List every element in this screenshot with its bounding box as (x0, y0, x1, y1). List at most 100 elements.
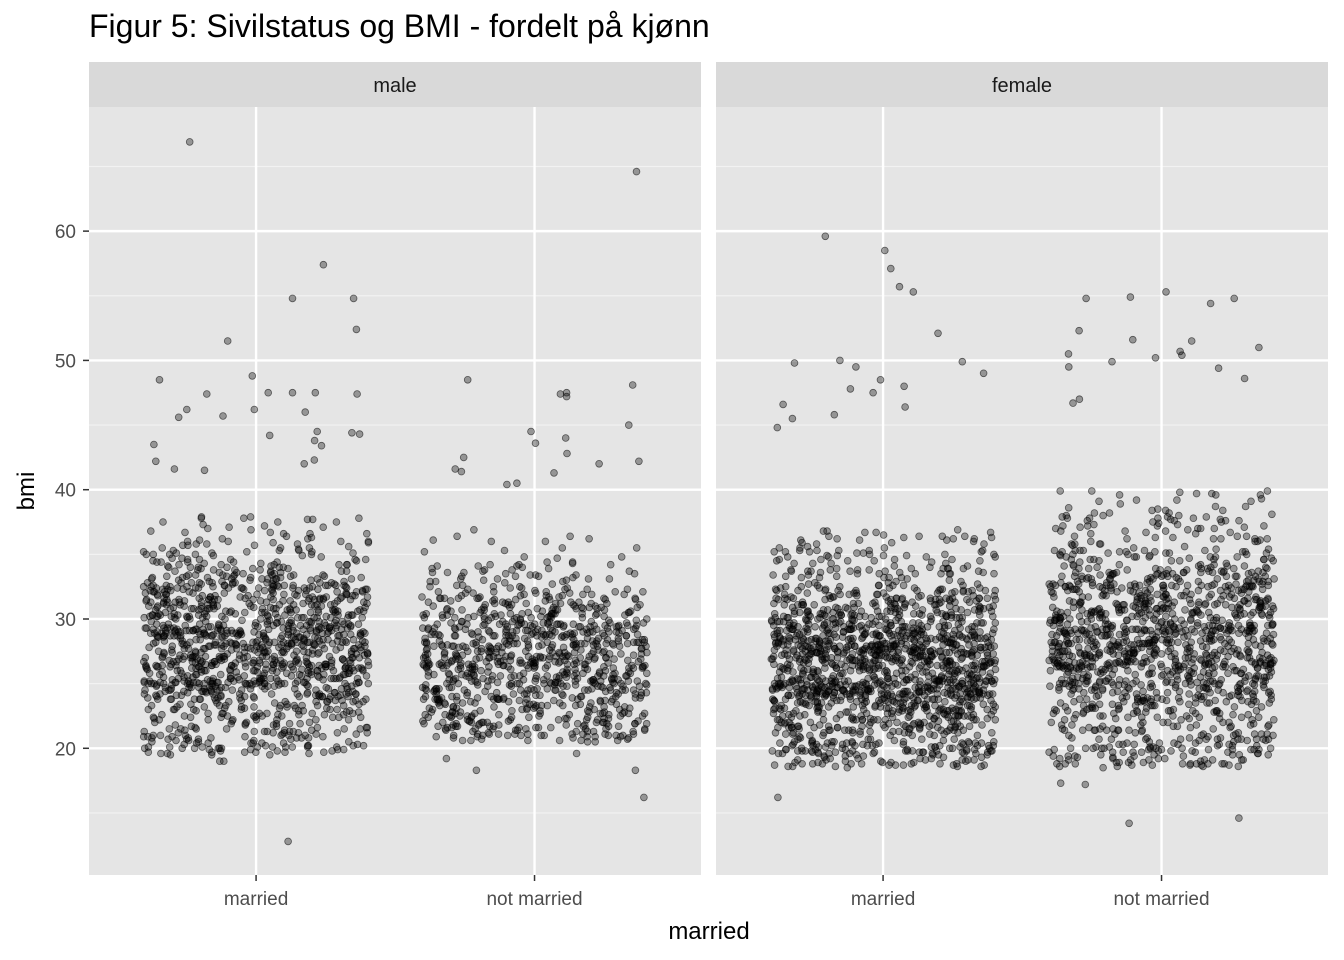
data-point (1260, 683, 1268, 692)
data-point (266, 674, 275, 683)
data-point (965, 722, 974, 731)
outlier-point (319, 260, 328, 269)
data-point (1049, 752, 1057, 760)
data-point (1237, 713, 1246, 722)
outlier-point (349, 294, 358, 303)
data-point (990, 569, 998, 578)
data-point (975, 594, 983, 603)
data-point (780, 600, 789, 609)
data-point (173, 666, 182, 675)
data-point (580, 686, 589, 694)
data-point (781, 547, 790, 556)
data-point (826, 566, 835, 574)
strip-label-male: male (373, 75, 416, 97)
data-point (284, 639, 292, 648)
data-point (254, 622, 262, 631)
data-point (149, 713, 158, 722)
data-point (1132, 553, 1141, 561)
data-point (797, 679, 806, 688)
data-point (790, 607, 799, 615)
data-point (1245, 582, 1254, 591)
data-point (306, 608, 315, 617)
data-point (273, 518, 282, 526)
data-point (1063, 637, 1071, 645)
data-point (479, 567, 487, 575)
data-point (640, 709, 649, 718)
data-point (1152, 646, 1161, 654)
data-point (1115, 491, 1124, 499)
data-point (1095, 497, 1103, 506)
data-point (1249, 608, 1257, 617)
data-point (463, 585, 472, 594)
data-point (580, 660, 588, 669)
data-point (460, 686, 469, 694)
data-point (494, 730, 503, 738)
data-point (165, 743, 174, 751)
data-point (347, 575, 356, 583)
data-point (1169, 533, 1177, 542)
data-point (910, 629, 918, 637)
data-point (356, 713, 365, 722)
data-point (849, 634, 857, 643)
data-point (1072, 585, 1081, 594)
data-point (594, 634, 603, 643)
data-point (158, 544, 167, 552)
data-point (935, 681, 944, 689)
outlier-point (317, 441, 326, 450)
data-point (351, 690, 360, 698)
data-point (433, 562, 442, 570)
data-point (1129, 748, 1137, 756)
data-point (853, 549, 861, 557)
data-point (772, 556, 781, 565)
data-point (191, 723, 199, 732)
data-point (298, 665, 306, 674)
data-point (981, 677, 990, 685)
data-point (594, 682, 602, 690)
data-point (156, 731, 165, 740)
outlier-point (773, 423, 782, 432)
data-point (905, 662, 914, 671)
data-point (1175, 556, 1184, 565)
data-point (1131, 701, 1140, 710)
data-point (625, 704, 634, 712)
outlier-point (561, 434, 570, 442)
data-point (848, 737, 856, 746)
data-point (340, 725, 349, 733)
data-point (445, 712, 454, 720)
data-point (269, 595, 278, 604)
data-point (971, 739, 980, 747)
data-point (175, 560, 183, 569)
data-point (1075, 635, 1084, 644)
data-point (883, 690, 892, 698)
data-point (497, 611, 505, 619)
data-point (207, 734, 215, 742)
data-point (244, 591, 252, 600)
data-point (262, 660, 270, 669)
data-point (1221, 600, 1230, 609)
data-point (255, 674, 264, 683)
data-point (196, 635, 205, 644)
data-point (970, 622, 979, 631)
data-point (1201, 599, 1210, 608)
data-point (1138, 713, 1146, 722)
data-point (1129, 709, 1138, 718)
data-point (493, 575, 502, 583)
data-point (1204, 582, 1212, 591)
data-point (1120, 681, 1129, 689)
data-point (902, 675, 911, 684)
data-point (616, 712, 625, 720)
data-point (291, 590, 299, 599)
data-point (1184, 525, 1192, 534)
strip-label-female: female (992, 75, 1052, 97)
data-point (1091, 607, 1099, 615)
data-point (1162, 590, 1170, 599)
data-point (252, 619, 260, 627)
data-point (1185, 734, 1194, 742)
data-point (958, 677, 967, 685)
data-point (314, 585, 322, 594)
data-point (813, 546, 821, 555)
data-point (256, 559, 265, 568)
data-point (795, 732, 804, 741)
data-point (824, 553, 833, 561)
data-point (1216, 624, 1225, 632)
